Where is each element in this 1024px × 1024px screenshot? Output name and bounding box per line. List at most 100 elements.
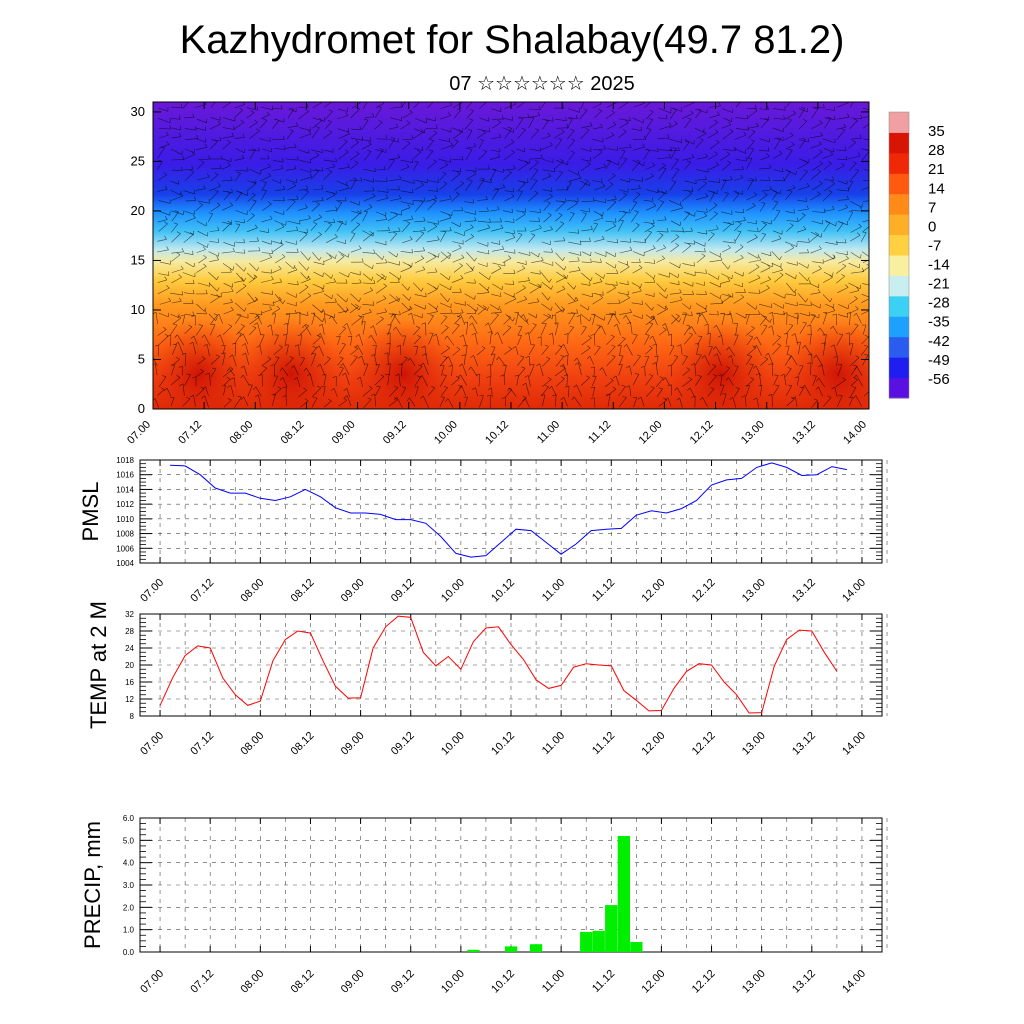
colorbar-cell bbox=[889, 193, 909, 215]
wind-barb bbox=[785, 144, 795, 150]
wind-barb-feather bbox=[387, 188, 389, 193]
wind-barb bbox=[528, 313, 537, 319]
wind-barb bbox=[273, 211, 284, 215]
wind-barb-feather bbox=[290, 365, 295, 369]
wind-barb bbox=[490, 394, 492, 408]
wind-barb-feather bbox=[384, 215, 388, 220]
wind-barb bbox=[447, 398, 454, 408]
wind-barb bbox=[669, 272, 679, 279]
wind-barb-feather bbox=[181, 150, 183, 155]
wind-barb bbox=[313, 217, 322, 222]
wind-barb bbox=[375, 364, 380, 376]
wind-barb bbox=[759, 138, 770, 143]
wind-barb-feather bbox=[612, 121, 617, 125]
wind-barb-feather bbox=[166, 285, 170, 289]
wind-barb-feather bbox=[674, 120, 678, 125]
wind-barb-feather bbox=[801, 138, 806, 140]
wind-barb bbox=[682, 314, 693, 316]
wind-barb bbox=[643, 200, 654, 202]
wind-barb-feather bbox=[757, 274, 761, 279]
wind-barb-feather bbox=[576, 309, 579, 314]
wind-barb bbox=[605, 160, 611, 170]
wind-barb bbox=[644, 225, 655, 233]
wind-barb-feather bbox=[690, 110, 694, 114]
wind-barb bbox=[848, 162, 857, 171]
wind-barb-feather bbox=[449, 137, 451, 142]
wind-barb-feather bbox=[722, 179, 727, 181]
wind-barb-feather bbox=[783, 176, 785, 181]
wind-barb-feather bbox=[192, 214, 196, 219]
wind-barb bbox=[848, 181, 854, 190]
x-tick-label: 13.00 bbox=[739, 419, 767, 447]
wind-barb bbox=[760, 234, 766, 242]
wind-barb bbox=[555, 200, 567, 203]
wind-barb-feather bbox=[614, 195, 617, 200]
wind-barb-feather bbox=[677, 273, 680, 278]
wind-barb bbox=[363, 233, 374, 242]
wind-barb bbox=[300, 251, 309, 261]
wind-barb-feather bbox=[507, 315, 511, 318]
wind-barb bbox=[414, 184, 424, 191]
wind-barb bbox=[606, 124, 617, 130]
wind-barb-feather bbox=[369, 231, 374, 234]
wind-barb-feather bbox=[734, 239, 736, 244]
colorbar-label: 14 bbox=[928, 180, 945, 197]
wind-barb-feather bbox=[317, 333, 321, 337]
wind-barb-feather bbox=[853, 374, 857, 379]
wind-barb-feather bbox=[232, 266, 235, 271]
y-tick-label: 5 bbox=[138, 351, 145, 366]
wind-barb bbox=[849, 290, 859, 294]
wind-barb bbox=[708, 105, 721, 108]
wind-barb-feather bbox=[385, 177, 388, 182]
wind-barb bbox=[401, 179, 415, 184]
wind-barb bbox=[734, 223, 742, 232]
wind-barb bbox=[697, 312, 701, 324]
wind-barb bbox=[733, 296, 744, 304]
wind-barb bbox=[336, 220, 347, 225]
wind-barb-feather bbox=[841, 162, 845, 167]
wind-barb bbox=[798, 120, 808, 130]
wind-barb-feather bbox=[693, 140, 695, 145]
wind-barb bbox=[326, 236, 338, 243]
wind-barb bbox=[863, 391, 869, 397]
wind-barb-feather bbox=[178, 132, 182, 137]
wind-barb-feather bbox=[510, 139, 515, 143]
wind-barb-feather bbox=[792, 110, 796, 114]
wind-barb bbox=[606, 336, 615, 345]
wind-barb-feather bbox=[468, 179, 473, 182]
wind-barb bbox=[774, 137, 784, 141]
wind-barb-feather bbox=[818, 141, 822, 145]
wind-barb-feather bbox=[454, 139, 459, 142]
wind-barb bbox=[517, 312, 527, 323]
wind-barb-feather bbox=[808, 238, 810, 243]
wind-barb-feather bbox=[420, 181, 424, 186]
wind-barb bbox=[338, 310, 349, 314]
wind-barb-feather bbox=[598, 149, 603, 153]
wind-barb bbox=[540, 323, 547, 336]
wind-barb bbox=[272, 108, 283, 110]
wind-barb bbox=[261, 309, 272, 314]
wind-barb-feather bbox=[652, 245, 656, 249]
wind-barb-feather bbox=[762, 222, 767, 225]
wind-barb-feather bbox=[852, 395, 857, 399]
wind-barb-feather bbox=[406, 397, 410, 402]
x-tick-label: 11.00 bbox=[540, 577, 567, 604]
wind-barb-feather bbox=[688, 332, 693, 335]
x-tick-label: 14.00 bbox=[840, 730, 868, 758]
wind-barb bbox=[414, 201, 424, 212]
wind-barb-feather bbox=[507, 170, 512, 173]
wind-barb bbox=[274, 335, 279, 345]
wind-barb-feather bbox=[562, 257, 565, 261]
wind-barb bbox=[331, 315, 338, 324]
wind-barb bbox=[848, 282, 861, 290]
wind-barb bbox=[503, 117, 513, 121]
wind-barb bbox=[709, 251, 721, 258]
wind-barb-feather bbox=[648, 345, 653, 349]
wind-barb-feather bbox=[208, 155, 211, 160]
wind-barb bbox=[409, 397, 416, 407]
wind-barb bbox=[669, 299, 683, 304]
wind-barb-feather bbox=[832, 254, 836, 258]
wind-barb bbox=[602, 367, 607, 377]
wind-barb bbox=[811, 108, 818, 119]
wind-barb-feather bbox=[872, 216, 874, 219]
